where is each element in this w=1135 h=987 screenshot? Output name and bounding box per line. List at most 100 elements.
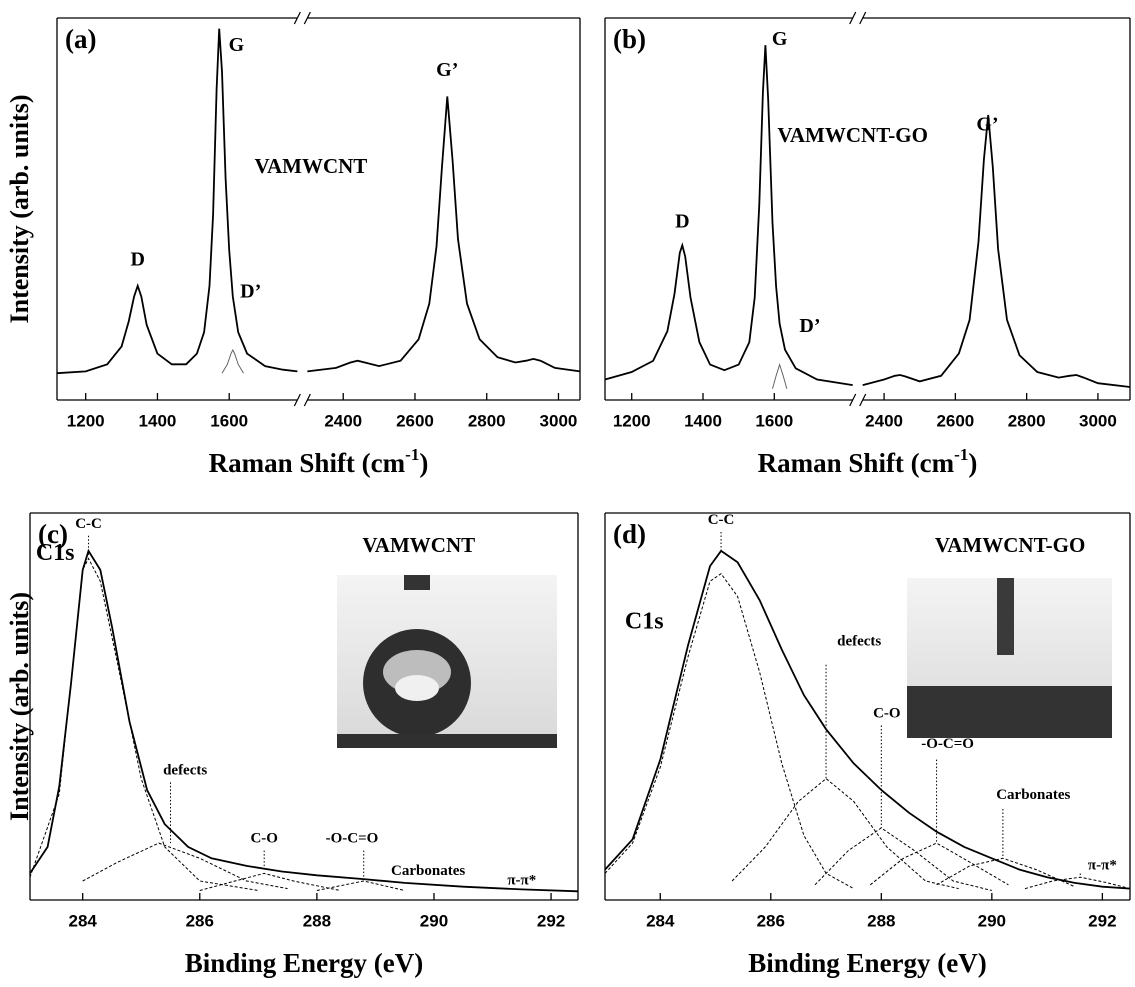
needle bbox=[404, 575, 430, 590]
x-tick-label: 2600 bbox=[396, 411, 434, 430]
x-tick-label: 1200 bbox=[613, 411, 651, 430]
region-label: C1s bbox=[625, 609, 664, 635]
axis-break bbox=[293, 11, 301, 25]
inset-photo-c bbox=[337, 575, 557, 748]
x-tick-label: 1600 bbox=[210, 411, 248, 430]
axis-break bbox=[293, 393, 301, 407]
spectrum-line bbox=[731, 777, 959, 890]
x-tick-label: 284 bbox=[646, 911, 675, 930]
x-tick-label: 2600 bbox=[936, 411, 974, 430]
peak-label: defects bbox=[163, 762, 207, 778]
x-tick-label: 290 bbox=[978, 911, 1006, 930]
x-axis-label: Binding Energy (eV) bbox=[185, 948, 424, 978]
panel-label: (b) bbox=[613, 24, 646, 54]
spectrum-line bbox=[316, 880, 405, 891]
x-tick-label: 1600 bbox=[755, 411, 793, 430]
x-axis-label: Raman Shift (cm-1) bbox=[209, 445, 429, 478]
peak-label: π-π* bbox=[507, 872, 536, 888]
droplet-reflection bbox=[395, 675, 439, 701]
peak-label: G bbox=[229, 34, 245, 56]
spectrum-line bbox=[82, 842, 288, 890]
sample-label: VAMWCNT-GO bbox=[935, 533, 1086, 557]
axis-break bbox=[303, 393, 311, 407]
y-axis-label: Intensity (arb. units) bbox=[5, 592, 34, 821]
axis-break bbox=[849, 11, 857, 25]
peak-label: -O-C=O bbox=[326, 831, 379, 847]
sample-label: VAMWCNT-GO bbox=[777, 123, 928, 147]
x-tick-label: 286 bbox=[757, 911, 785, 930]
spectrum-line bbox=[604, 45, 853, 386]
spectrum-line bbox=[869, 842, 1009, 886]
x-axis-label: Raman Shift (cm-1) bbox=[758, 445, 978, 478]
inset-photo-d bbox=[907, 578, 1112, 738]
spectrum-line bbox=[814, 827, 992, 891]
x-tick-label: 1200 bbox=[67, 411, 105, 430]
film-surface bbox=[907, 686, 1112, 738]
y-axis-label: Intensity (arb. units) bbox=[5, 95, 34, 324]
x-axis-label-part: Raman Shift (cm bbox=[758, 448, 955, 478]
peak-label: C-C bbox=[75, 516, 102, 532]
x-tick-label: 3000 bbox=[540, 411, 578, 430]
peak-label: -O-C=O bbox=[921, 736, 974, 752]
axis-break bbox=[859, 393, 867, 407]
spectrum-line bbox=[307, 96, 581, 373]
x-axis-label-part: Binding Energy (eV) bbox=[185, 948, 424, 978]
spectrum-line bbox=[56, 28, 298, 375]
peak-label: D bbox=[675, 211, 689, 233]
panel-label: (d) bbox=[613, 519, 646, 549]
x-tick-label: 1400 bbox=[684, 411, 722, 430]
region-label: C1s bbox=[36, 540, 75, 566]
spectrum-line bbox=[199, 872, 341, 891]
x-tick-label: 284 bbox=[69, 911, 98, 930]
peak-label: Carbonates bbox=[391, 863, 465, 879]
x-tick-label: 2800 bbox=[1008, 411, 1046, 430]
x-axis-label-part: -1 bbox=[405, 445, 419, 464]
x-tick-label: 2400 bbox=[324, 411, 362, 430]
axis-break bbox=[303, 11, 311, 25]
x-axis-label-part: Binding Energy (eV) bbox=[748, 948, 987, 978]
peak-label: D’ bbox=[799, 315, 820, 337]
x-axis-label-part: ) bbox=[968, 448, 977, 478]
x-tick-label: 292 bbox=[1088, 911, 1116, 930]
peak-label: G’ bbox=[436, 59, 458, 81]
x-tick-label: 2400 bbox=[865, 411, 903, 430]
sample-label: VAMWCNT bbox=[255, 154, 368, 178]
peak-label: D bbox=[130, 248, 144, 270]
peak-label: G’ bbox=[976, 114, 998, 136]
spectrum-line bbox=[862, 114, 1131, 388]
panel-label: (a) bbox=[65, 24, 96, 54]
spectrum-line bbox=[604, 549, 1131, 890]
peak-label: D’ bbox=[240, 280, 261, 302]
x-tick-label: 288 bbox=[867, 911, 895, 930]
axis-break bbox=[849, 393, 857, 407]
panel-label: (c) bbox=[38, 519, 68, 549]
x-tick-label: 288 bbox=[303, 911, 331, 930]
spectrum-line bbox=[604, 573, 854, 890]
axis-break bbox=[859, 11, 867, 25]
peak-label: π-π* bbox=[1088, 857, 1117, 873]
peak-label: Carbonates bbox=[996, 787, 1070, 803]
spectrum-line bbox=[29, 557, 259, 891]
x-tick-label: 3000 bbox=[1079, 411, 1117, 430]
x-axis-label-part: -1 bbox=[954, 445, 968, 464]
spectrum-line bbox=[772, 362, 788, 389]
spectrum-line bbox=[936, 857, 1075, 888]
peak-label: G bbox=[772, 28, 788, 50]
peak-label: C-C bbox=[708, 512, 735, 528]
sample-label: VAMWCNT bbox=[362, 533, 475, 557]
spectrum-line bbox=[221, 348, 244, 374]
x-axis-label-part: ) bbox=[419, 448, 428, 478]
peak-label: defects bbox=[837, 633, 881, 649]
x-axis-label: Binding Energy (eV) bbox=[748, 948, 987, 978]
needle bbox=[997, 578, 1014, 655]
x-tick-label: 290 bbox=[420, 911, 448, 930]
substrate bbox=[337, 734, 557, 748]
x-tick-label: 2800 bbox=[468, 411, 506, 430]
peak-label: C-O bbox=[873, 706, 901, 722]
x-tick-label: 292 bbox=[537, 911, 565, 930]
x-tick-label: 1400 bbox=[139, 411, 177, 430]
x-tick-label: 286 bbox=[186, 911, 214, 930]
peak-label: C-O bbox=[250, 831, 278, 847]
x-axis-label-part: Raman Shift (cm bbox=[209, 448, 406, 478]
